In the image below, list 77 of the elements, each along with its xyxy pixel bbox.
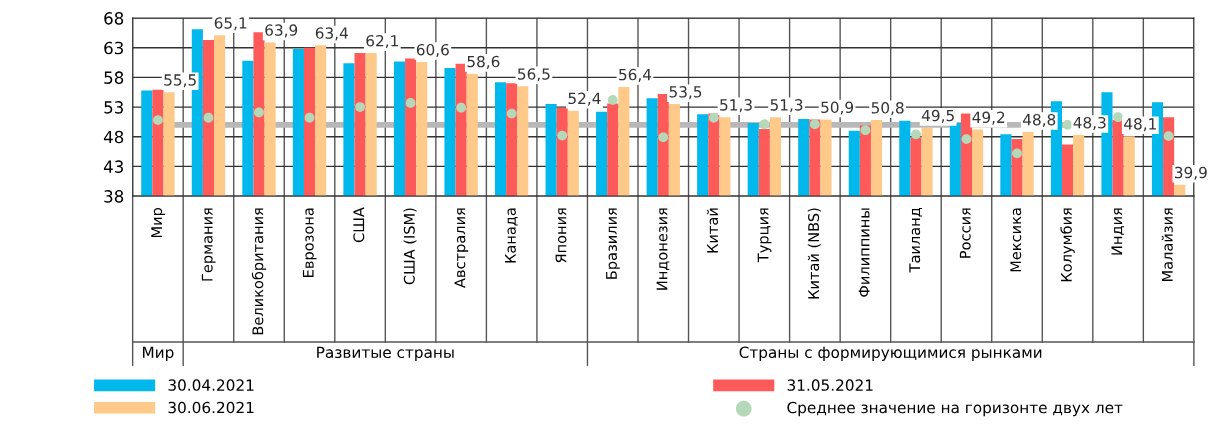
x-tick-label: Индонезия: [656, 208, 670, 290]
y-tick-label: 43: [103, 160, 123, 173]
y-tick-label: 63: [104, 41, 123, 55]
data-label: 48,3: [1073, 116, 1106, 130]
x-tick-label: Бразилия: [606, 208, 620, 279]
data-label: 39,9: [1175, 166, 1207, 180]
x-tick-label: Филиппины: [858, 208, 870, 297]
data-label: 48,8: [1022, 113, 1056, 128]
data-label: 55,5: [164, 74, 196, 88]
x-tick-label: Турция: [757, 208, 772, 263]
x-tick-label: Россия: [959, 208, 971, 258]
x-tick-label: Великобритания: [251, 208, 267, 335]
legend-label: Среднее значение на горизонте двух лет: [787, 401, 1123, 417]
legend-label: 31.05.2021: [787, 379, 873, 391]
point: [809, 119, 820, 130]
x-tick-label: Колумбия: [1060, 208, 1075, 282]
point: [456, 102, 467, 113]
x-tick-label: Мексика: [1010, 208, 1022, 272]
x-tick-label: Германия: [201, 208, 216, 281]
point: [254, 107, 264, 118]
y-tick-label: 53: [104, 101, 123, 114]
y-tick-label: 48: [103, 130, 124, 144]
data-label: 52,4: [568, 92, 601, 106]
point: [203, 112, 214, 123]
point: [1012, 148, 1022, 159]
point: [153, 115, 163, 126]
x-tick-label: Канада: [505, 208, 518, 263]
data-label: 63,4: [315, 27, 348, 41]
point: [304, 112, 315, 123]
point: [708, 112, 719, 123]
text: Мир: [143, 346, 174, 362]
data-label: 51,3: [720, 99, 752, 113]
point: [658, 132, 669, 143]
point: [759, 119, 770, 130]
point: [961, 134, 972, 145]
legend-label: 30.04.2021: [168, 379, 254, 391]
x-tick-label: Китай (NBS): [807, 208, 821, 299]
x-tick-label: Австралия: [454, 208, 469, 288]
y-tick-label: 38: [104, 190, 124, 203]
point: [1062, 119, 1073, 130]
x-tick-label: Мир: [151, 207, 165, 238]
x-tick-label: Китай: [706, 208, 719, 253]
data-label: 56,5: [518, 68, 550, 82]
text: Страны с формирующимися рынками: [739, 346, 1042, 362]
x-tick-label: Япония: [555, 208, 567, 263]
data-label: 56,4: [619, 68, 652, 82]
data-label: 60,6: [416, 43, 449, 58]
y-tick-label: 58: [104, 71, 124, 84]
data-label: 53,5: [669, 86, 702, 100]
x-tick-label: Еврозона: [302, 208, 317, 277]
x-tick-label: Малайзия: [1161, 208, 1173, 282]
data-label: 58,6: [467, 55, 500, 69]
x-tick-label: США (ISM): [403, 208, 417, 285]
point: [405, 98, 416, 108]
data-label: 65,1: [214, 17, 247, 31]
text: Развитые страны: [317, 346, 454, 362]
point: [355, 102, 365, 112]
x-tick-label: США: [353, 207, 365, 243]
point: [1113, 112, 1123, 123]
x-tick-label: Индия: [1111, 208, 1125, 255]
data-label: 51,3: [770, 99, 803, 113]
data-label: 48,1: [1124, 118, 1156, 132]
data-label: 62,1: [366, 34, 398, 49]
point: [607, 95, 618, 105]
point: [557, 130, 568, 141]
point: [1163, 131, 1174, 142]
y-tick-label: 68: [104, 12, 124, 25]
data-label: 50,8: [871, 102, 904, 116]
data-label: 50,9: [821, 101, 854, 115]
point: [506, 108, 517, 119]
point: [911, 129, 921, 140]
data-label: 49,5: [921, 109, 954, 123]
data-label: 49,2: [972, 111, 1005, 125]
x-tick-label: Таиланд: [909, 207, 922, 273]
data-label: 63,9: [265, 24, 298, 38]
point: [860, 125, 871, 136]
legend-label: 30.06.2021: [168, 401, 254, 414]
